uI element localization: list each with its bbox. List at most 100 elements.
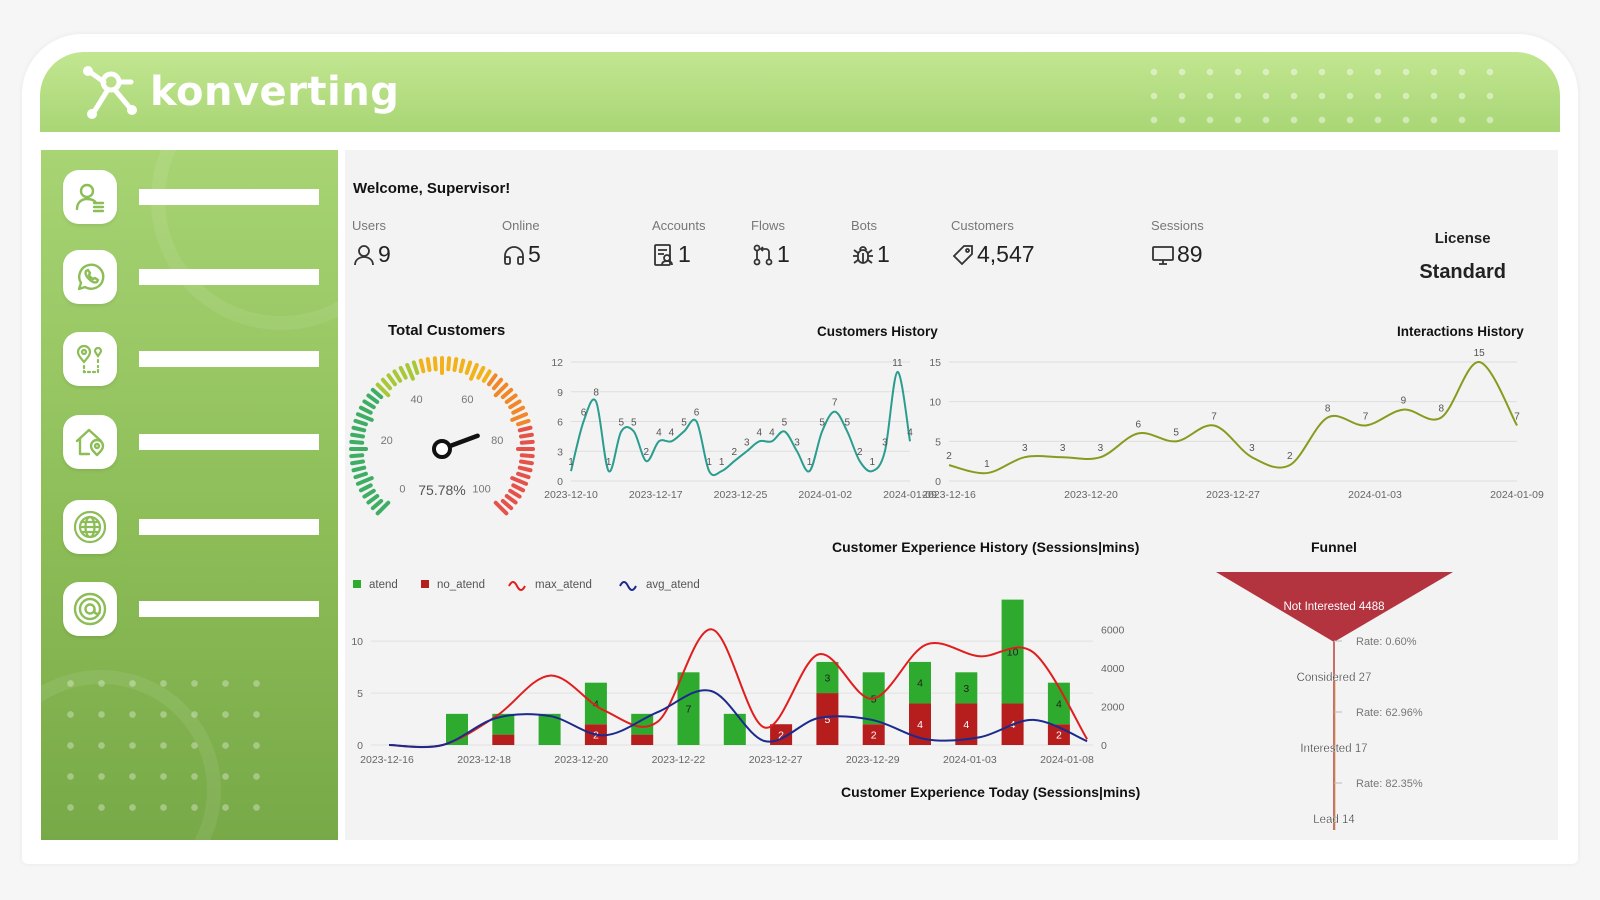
gauge-segment: [350, 432, 365, 439]
stat-value: 5: [528, 241, 541, 267]
tag-icon: [952, 244, 973, 265]
interactions-history-data-label: 7: [1211, 411, 1217, 422]
stat-value: 89: [1177, 241, 1203, 267]
funnel-rate-label: Rate: 0.60%: [1356, 636, 1417, 648]
whatsapp-icon: [63, 250, 117, 304]
customers-history-y-tick: 6: [557, 417, 563, 429]
gauge-segment: [370, 387, 384, 400]
gauge-segment: [380, 377, 393, 391]
cx-y-left-tick: 10: [351, 636, 363, 648]
interactions-history-y-tick: 0: [935, 476, 941, 488]
gauge-segment: [464, 360, 473, 375]
interactions-history-x-tick: 2023-12-20: [1064, 489, 1118, 501]
user-list-icon: [63, 170, 117, 224]
gauge-segment: [511, 483, 526, 493]
stat-flows[interactable]: Flows 1: [751, 218, 790, 268]
sidebar-item-routes[interactable]: [63, 332, 319, 386]
customers-history-data-label: 4: [757, 427, 763, 438]
cx-bar-atend: [492, 713, 515, 735]
interactions-history-data-label: 7: [1514, 411, 1520, 422]
cx-x-tick: 2023-12-16: [360, 754, 414, 766]
funnel-stage-label: Considered 27: [1297, 672, 1372, 684]
stat-label: Bots: [851, 218, 878, 233]
interactions-history-data-label: 6: [1136, 419, 1142, 430]
sidebar-item-locations[interactable]: [63, 415, 319, 469]
user-icon: [354, 244, 374, 265]
gauge-segment: [481, 369, 492, 383]
interactions-history-title: Interactions History: [1397, 324, 1524, 339]
gauge-tick-label: 60: [461, 394, 473, 406]
customers-history-y-tick: 12: [551, 357, 563, 369]
customers-history-data-label: 5: [782, 417, 788, 428]
customers-history-data-label: 7: [832, 398, 838, 409]
interactions-history-data-label: 3: [1249, 443, 1255, 454]
gauge-segment: [500, 498, 514, 511]
dashboard-content: Welcome, Supervisor! Users 9 Online 5 Ac…: [345, 150, 1558, 840]
gauge-segment: [386, 373, 397, 387]
cx-bar-no-atend: [862, 724, 885, 745]
gauge-segment: [511, 405, 526, 415]
cx-bar-label: 4: [1056, 698, 1062, 710]
gauge-segment: [370, 498, 384, 511]
interactions-history-data-label: 15: [1474, 348, 1486, 359]
stat-users[interactable]: Users 9: [352, 218, 391, 268]
cx-bar-atend: [955, 672, 978, 704]
cx-bar-label: 3: [963, 683, 969, 695]
stat-bots[interactable]: Bots 1: [851, 218, 890, 268]
interactions-history-series-line: [948, 361, 1518, 475]
gauge-segment: [353, 418, 368, 427]
customers-history-y-tick: 9: [557, 387, 563, 399]
gauge-segment: [366, 494, 380, 505]
gauge-tick-label: 80: [491, 435, 503, 447]
gauge-segment: [358, 405, 373, 415]
gauge-segment: [351, 465, 367, 473]
brand-logo[interactable]: konverting: [76, 60, 399, 124]
customers-history-y-tick: 0: [557, 476, 563, 488]
gauge-segment: [504, 393, 518, 404]
stat-value: 4,547: [977, 241, 1035, 267]
gauge-segment: [349, 439, 365, 445]
customers-history-data-label: 4: [769, 427, 775, 438]
funnel-rate-label: Rate: 62.96%: [1356, 707, 1423, 719]
cx-bar-label: 4: [917, 719, 923, 731]
interactions-history-x-tick: 2024-01-03: [1348, 489, 1402, 501]
customers-history-data-label: 2: [731, 447, 737, 458]
gauge-segment: [350, 459, 365, 466]
decor-dots: [55, 668, 275, 828]
cx-bar-label: 2: [871, 730, 877, 742]
stat-sessions[interactable]: Sessions 89: [1151, 218, 1204, 268]
sidebar-item-email[interactable]: [63, 582, 319, 636]
cx-y-left-tick: 0: [357, 740, 363, 752]
cx-x-tick: 2023-12-18: [457, 754, 511, 766]
interactions-history-data-label: 1: [984, 459, 990, 470]
sidebar-item-label: [139, 351, 319, 367]
stat-online[interactable]: Online 5: [502, 218, 541, 268]
cx-legend-label: atend: [369, 579, 398, 591]
cx-bar-label: 5: [824, 714, 830, 726]
sidebar-item-whatsapp[interactable]: [63, 250, 319, 304]
stat-customers[interactable]: Customers 4,547: [951, 218, 1035, 268]
cx-bar-atend: [584, 682, 607, 725]
gauge-tick-label: 20: [381, 435, 393, 447]
cx-avg-atend-line: [388, 689, 1088, 748]
customers-history-data-label: 5: [819, 417, 825, 428]
sidebar-item-label: [139, 189, 319, 205]
sidebar-item-web[interactable]: [63, 500, 319, 554]
sidebar-item-users[interactable]: [63, 170, 319, 224]
customers-history-data-label: 4: [669, 427, 675, 438]
cx-today-title: Customer Experience Today (Sessions|mins…: [841, 784, 1141, 800]
gauge-segment: [425, 357, 432, 372]
interactions-history-data-label: 3: [1060, 443, 1066, 454]
gauge-segment: [504, 494, 518, 505]
funnel-stage-label: Interested 17: [1300, 743, 1367, 755]
stat-accounts[interactable]: Accounts 1: [652, 218, 705, 268]
cx-bar-atend: [909, 661, 931, 704]
gauge-value-label: 75.78%: [418, 482, 465, 498]
customers-history-x-tick: 2023-12-17: [629, 489, 683, 501]
interactions-history-data-label: 3: [1098, 443, 1104, 454]
bug-icon: [853, 245, 873, 264]
gauge-segment: [508, 399, 522, 410]
cx-bar-atend: [723, 713, 746, 745]
map-pin-route-icon: [63, 332, 117, 386]
customers-history-data-label: 3: [744, 437, 750, 448]
